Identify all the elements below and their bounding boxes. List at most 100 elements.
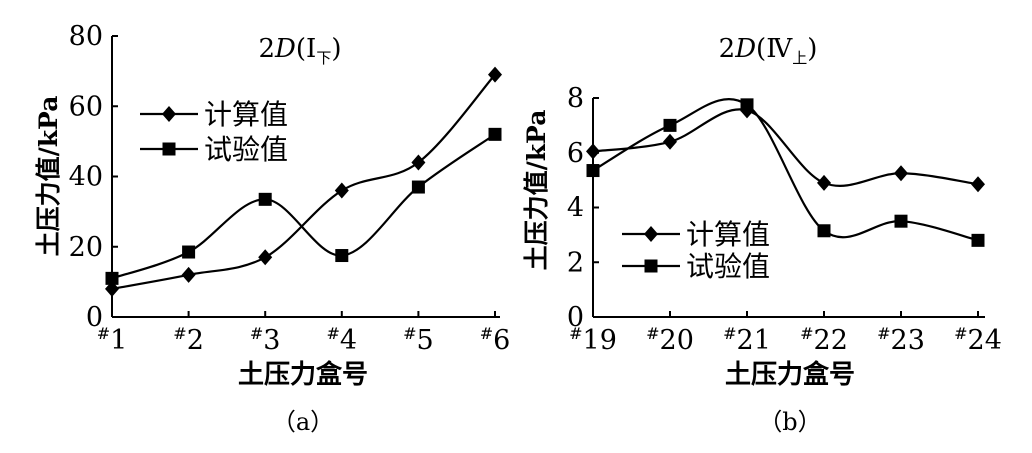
chart-a-x-tick-hash: #: [403, 324, 416, 343]
chart-b-x-tick-label: #21: [723, 324, 771, 356]
chart-b-data-point: [740, 98, 754, 112]
chart-a-x-tick-hash: #: [250, 324, 263, 343]
chart-b-data-point: [894, 165, 908, 182]
chart-a-x-tick-number: 6: [493, 325, 510, 356]
chart-b-title: 2D(Ⅳ上): [719, 34, 818, 67]
chart-a-x-tick-number: 3: [263, 325, 280, 356]
chart-a-y-tick-label: 0: [86, 302, 103, 333]
chart-b-x-tick-hash: #: [646, 324, 659, 343]
chart-a-legend-label: 试验值: [204, 133, 288, 166]
chart-b-title-var: D: [734, 34, 756, 64]
chart-b-data-point: [586, 164, 600, 178]
chart-a-y-tick-label: 20: [69, 232, 103, 263]
chart-b-x-tick-hash: #: [569, 324, 582, 343]
chart-b-x-tick-label: #19: [569, 324, 617, 356]
chart-a-data-point: [488, 127, 502, 141]
chart-b-x-tick-label: #22: [800, 324, 848, 356]
chart-b-series-calculated: [586, 102, 985, 193]
chart-b-title-paren-open: (: [756, 34, 766, 64]
chart-a-x-tick-label: #6: [480, 324, 511, 356]
chart-b-x-tick-number: 19: [583, 325, 617, 356]
chart-b-x-tick-hash: #: [954, 324, 967, 343]
chart-a-x-tick-number: 1: [110, 325, 127, 356]
chart-b-x-tick-number: 23: [891, 325, 925, 356]
chart-b-ylabel: 土压力值/kPa: [522, 110, 551, 271]
chart-b-data-point: [817, 224, 831, 238]
chart-a-data-point: [411, 154, 426, 171]
chart-b-panel-label: （b）: [758, 408, 821, 436]
chart-b-y-tick-label: 6: [567, 138, 584, 169]
chart-b-data-point: [971, 176, 985, 193]
chart-b-x-tick-hash: #: [800, 324, 813, 343]
chart-b-series-line: [592, 108, 979, 187]
chart-b-y-tick-label: 8: [567, 83, 584, 114]
chart-a-x-tick-hash: #: [327, 324, 340, 343]
chart-a-x-tick-hash: #: [173, 324, 186, 343]
chart-a-title-paren-close: ): [331, 34, 341, 64]
chart-a-y-tick-label: 40: [69, 162, 103, 193]
chart-a-title-var: D: [274, 34, 296, 64]
chart-a-x-tick-label: #3: [250, 324, 281, 356]
chart-b-data-point: [894, 214, 908, 228]
chart-a-data-point: [334, 182, 349, 199]
chart-b-legend-marker: [644, 259, 658, 273]
chart-b-data-point: [817, 174, 831, 191]
chart-a-series-calculated: [105, 66, 502, 297]
chart-b-x-tick-label: #23: [877, 324, 925, 356]
chart-a-data-point: [488, 66, 502, 83]
chart-a-series-line: [111, 133, 496, 280]
chart-a-data-point: [411, 180, 425, 194]
chart-b-x-tick-number: 20: [660, 325, 694, 356]
chart-a-data-point: [105, 271, 119, 285]
chart-b-x-tick-hash: #: [723, 324, 736, 343]
chart-a-data-point: [105, 280, 119, 297]
chart-a-y-tick-label: 60: [69, 91, 103, 122]
chart-a-data-point: [182, 245, 196, 259]
chart-a-legend-marker: [162, 106, 176, 122]
chart-a-ylabel: 土压力值/kPa: [34, 96, 63, 257]
chart-b-series-line: [592, 98, 979, 242]
chart-b-x-tick-hash: #: [877, 324, 890, 343]
chart-a-x-tick-hash: #: [97, 324, 110, 343]
chart-b-y-tick-label: 4: [567, 193, 584, 224]
chart-b-title-roman: Ⅳ: [766, 34, 793, 64]
chart-b-xlabel: 土压力盒号: [725, 359, 855, 390]
chart-a-title: 2D(Ⅰ下): [258, 34, 341, 67]
chart-b-x-tick-number: 21: [737, 325, 771, 356]
chart-b-y-tick-label: 2: [567, 247, 584, 278]
chart-a-title-sub: 下: [316, 49, 331, 67]
chart-a-x-tick-hash: #: [480, 324, 493, 343]
chart-b-series-measured: [586, 98, 985, 247]
chart-b-title-num: 2: [719, 34, 736, 64]
chart-a-title-roman: Ⅰ: [306, 34, 316, 64]
chart-a-legend-label: 计算值: [204, 98, 288, 131]
chart-a-title-num: 2: [258, 34, 275, 64]
chart-a-x-tick-number: 5: [417, 325, 434, 356]
chart-a-x-tick-label: #1: [97, 324, 128, 356]
chart-b-x-tick-number: 24: [968, 325, 1002, 356]
chart-b-title-sub: 上: [792, 49, 807, 67]
chart-a-y-tick-label: 80: [69, 21, 103, 52]
chart-a-x-tick-label: #2: [173, 324, 204, 356]
chart-b-legend-label: 计算值: [686, 218, 770, 251]
chart-b-data-point: [663, 118, 677, 132]
chart-b-data-point: [586, 143, 600, 160]
chart-b-legend-marker: [644, 226, 658, 242]
chart-a-x-tick-number: 4: [340, 325, 357, 356]
chart-a-title-paren-open: (: [296, 34, 306, 64]
chart-a-data-point: [335, 249, 349, 263]
chart-a-series-measured: [105, 127, 502, 285]
chart-a-x-tick-label: #4: [327, 324, 358, 356]
chart-b-data-point: [971, 233, 985, 247]
chart-b-x-tick-label: #20: [646, 324, 694, 356]
chart-b-x-tick-label: #24: [954, 324, 1002, 356]
chart-a-data-point: [258, 249, 273, 266]
chart-a-xlabel: 土压力盒号: [238, 359, 368, 390]
chart-b-y-tick-label: 0: [567, 302, 584, 333]
